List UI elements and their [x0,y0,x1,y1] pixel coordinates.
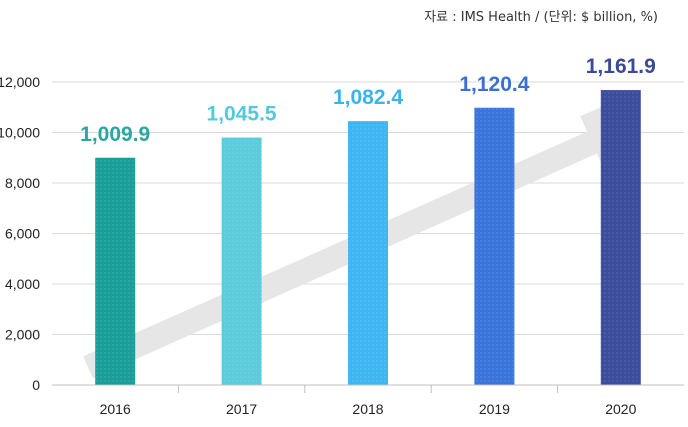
x-tick-label: 2016 [100,401,131,417]
bar-texture [221,137,262,385]
data-label: 1,045.5 [207,103,277,126]
bar-texture [348,121,388,385]
y-tick-label: 6,000 [5,226,40,242]
data-label: 1,120.4 [459,73,529,96]
data-label: 1,161.9 [586,55,656,78]
x-tick-label: 2019 [479,401,510,417]
bar-texture [474,107,515,385]
y-tick-label: 2,000 [5,327,40,343]
y-tick-label: 8,000 [5,175,40,191]
x-tick-label: 2018 [352,401,383,417]
x-tick-label: 2017 [226,401,257,417]
data-label: 1,009.9 [80,123,150,146]
source-note: 자료 : IMS Health / (단위: $ billion, %) [424,10,658,25]
bar-texture [600,90,641,385]
bar-texture [95,157,136,385]
y-tick-label: 10,000 [0,125,40,141]
x-tick-label: 2020 [605,401,636,417]
y-tick-label: 0 [32,377,40,393]
data-label: 1,082.4 [333,86,403,109]
y-tick-label: 4,000 [5,276,40,292]
y-tick-label: 12,000 [0,74,40,90]
